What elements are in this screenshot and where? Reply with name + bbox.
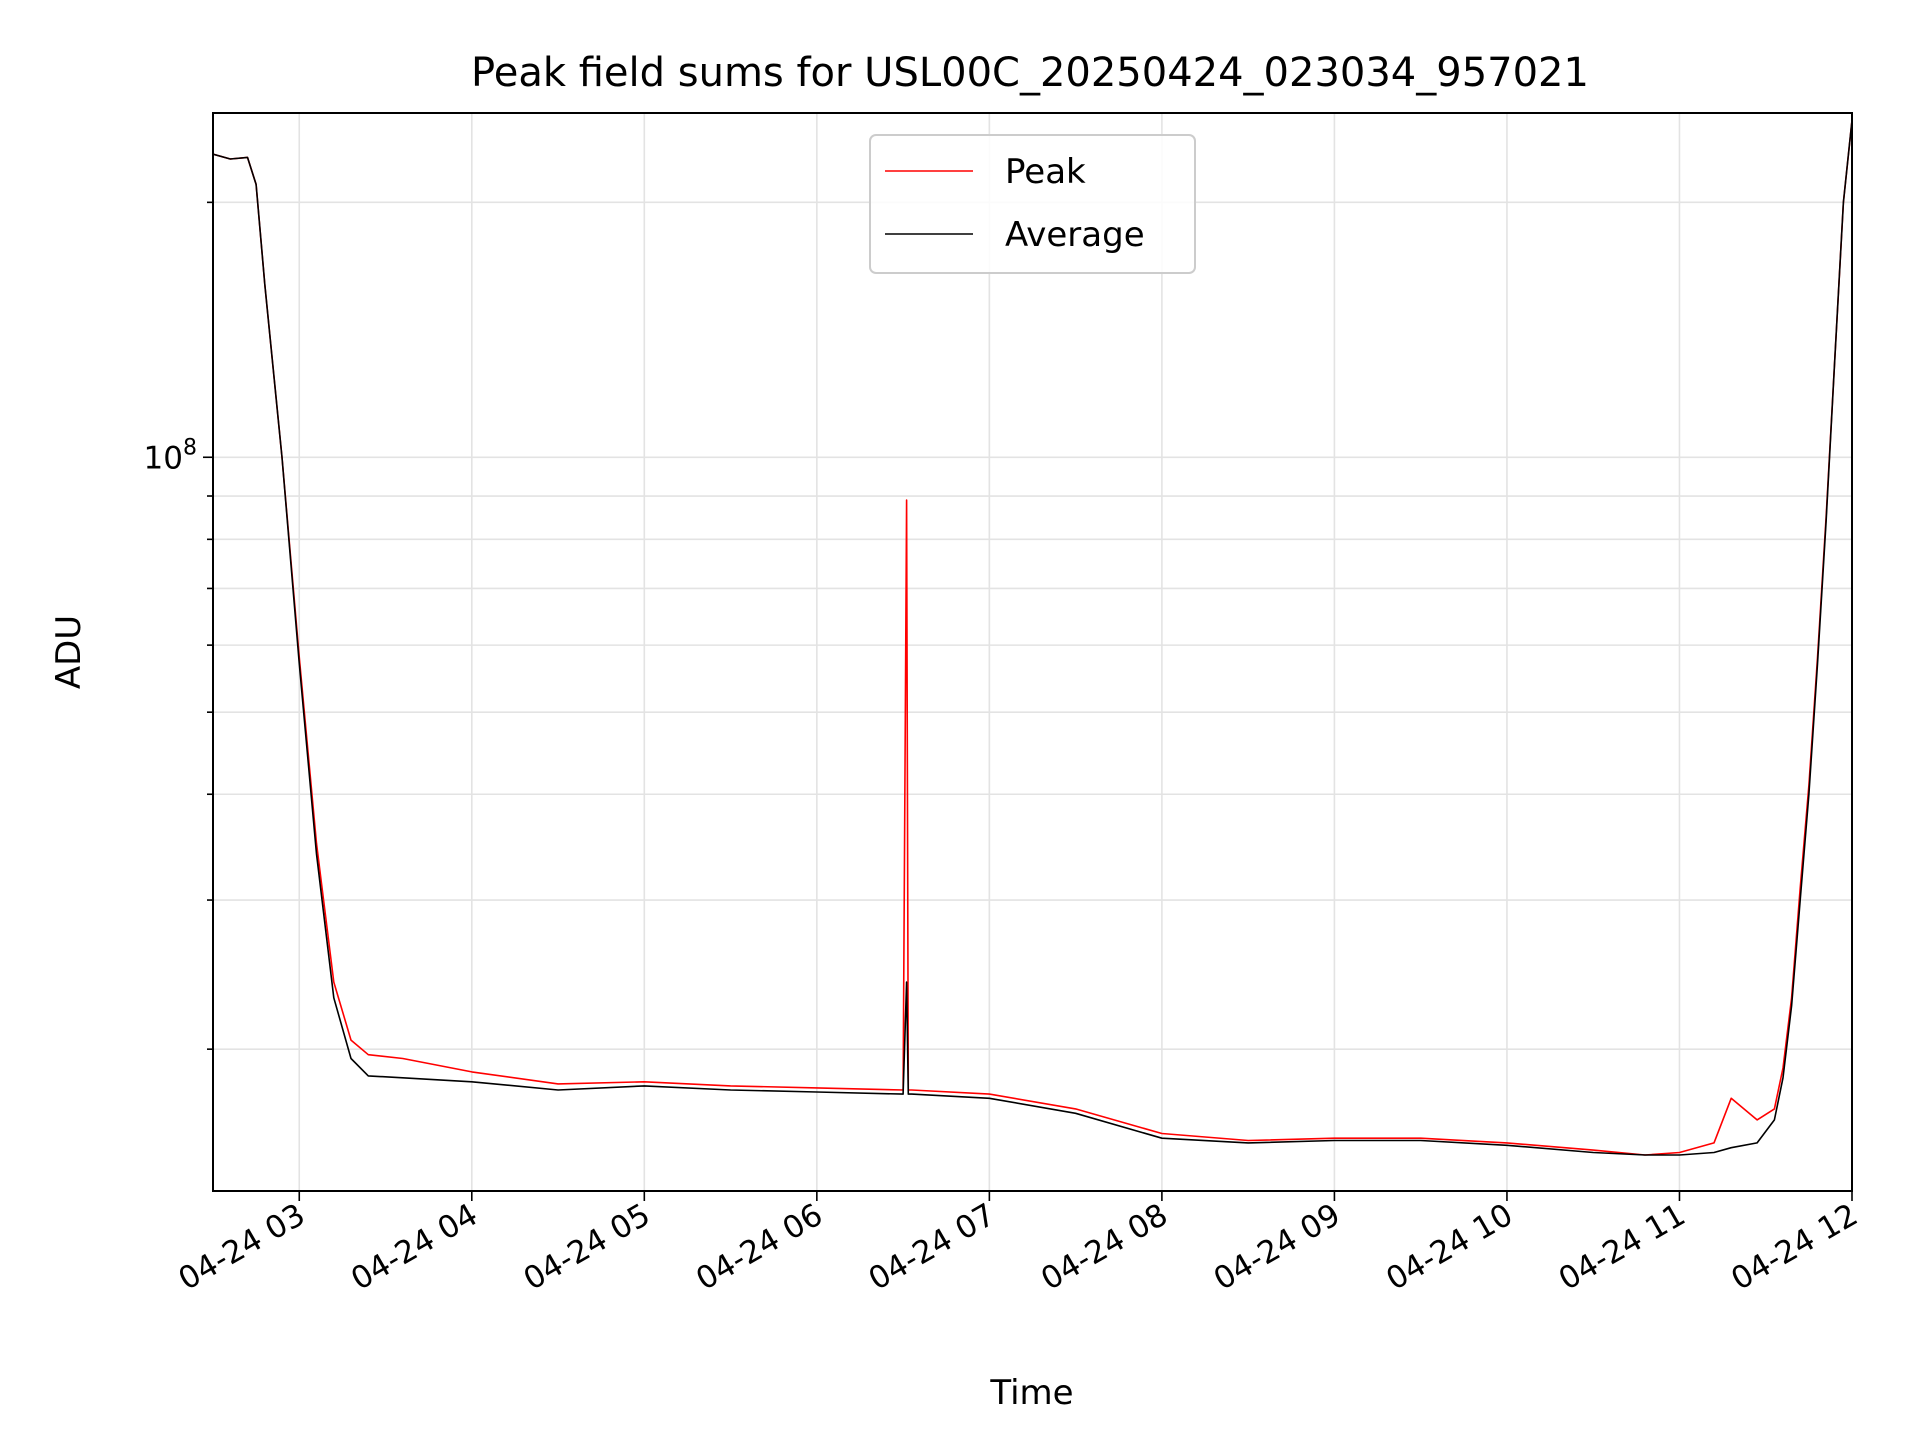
x-tick-label: 04-24 04 [345, 1197, 484, 1298]
legend-label-average: Average [1005, 215, 1145, 255]
series-lines [213, 120, 1852, 1156]
x-tick-label: 04-24 05 [518, 1197, 657, 1298]
x-tick-label: 04-24 10 [1380, 1197, 1519, 1298]
series-line-average [213, 120, 1852, 1156]
x-tick-label: 04-24 09 [1208, 1197, 1347, 1298]
x-tick-label: 04-24 06 [690, 1197, 829, 1298]
legend-box [869, 134, 1196, 274]
x-tick-label: 04-24 08 [1035, 1197, 1174, 1298]
axis-ticks [203, 201, 1853, 1201]
legend: Peak Average [869, 134, 1196, 274]
plot-frame [212, 112, 1853, 1192]
x-tick-label: 04-24 07 [863, 1197, 1002, 1298]
x-tick-labels: 04-24 03 04-24 04 04-24 05 04-24 06 04-24 07… [173, 1197, 1864, 1298]
legend-label-peak: Peak [1005, 152, 1086, 192]
series-line-peak [213, 120, 1852, 1156]
x-tick-label: 04-24 12 [1725, 1197, 1864, 1298]
x-tick-label: 04-24 11 [1553, 1197, 1692, 1298]
grid-lines [213, 113, 1853, 1191]
y-tick-label: 108 [144, 435, 197, 476]
chart-title: Peak field sums for USL00C_20250424_0230… [471, 50, 1589, 96]
y-axis-label: ADU [49, 615, 89, 689]
y-tick-exponent: 8 [183, 435, 197, 460]
x-tick-label: 04-24 03 [173, 1197, 312, 1298]
y-tick-base: 10 [144, 440, 183, 476]
x-axis-label: Time [989, 1373, 1073, 1413]
y-tick-labels: 108 [144, 435, 197, 476]
